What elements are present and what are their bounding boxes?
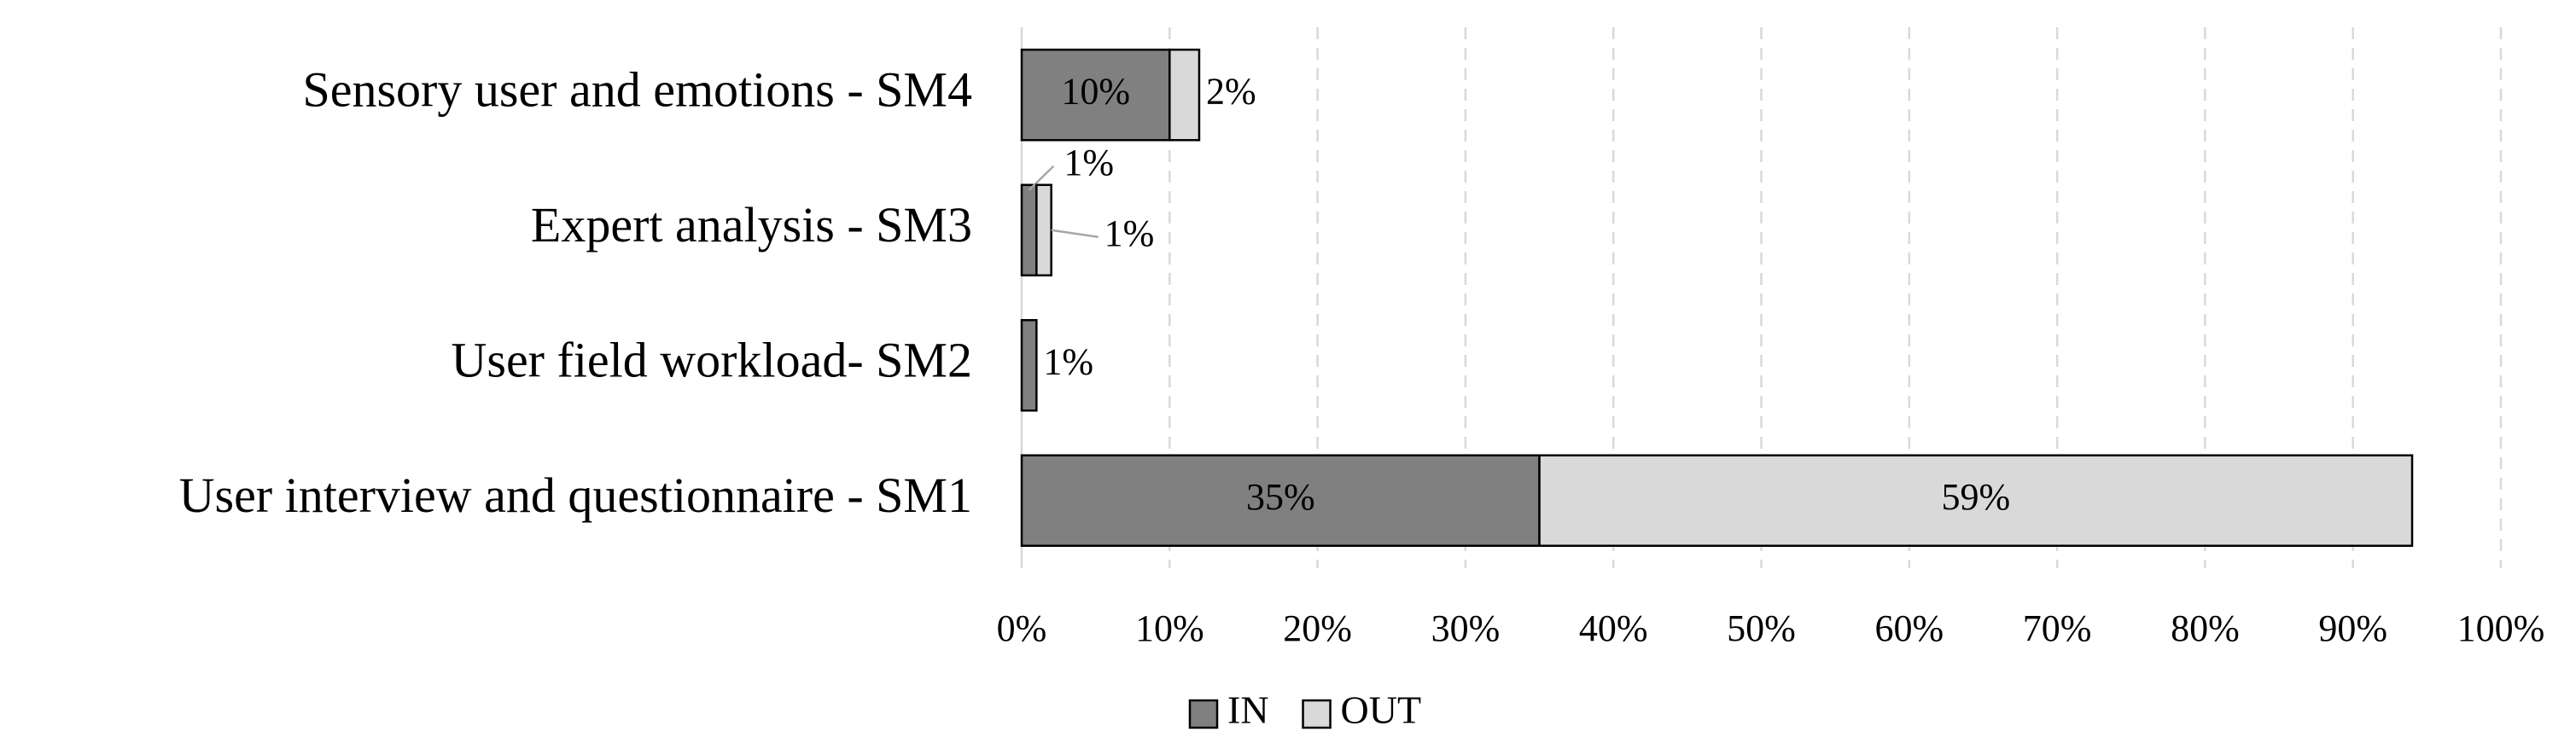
legend-label: OUT (1341, 688, 1422, 732)
bar-segment (1020, 319, 1038, 412)
data-label: 59% (1941, 476, 2010, 518)
bar-segment (1020, 49, 1171, 142)
x-tick-label: 70% (2023, 607, 2092, 649)
legend-label: IN (1227, 688, 1269, 732)
bar-segment (1020, 454, 1541, 547)
bar-segment (1020, 183, 1038, 276)
bar-segment (1538, 454, 2414, 547)
leader-line (1028, 165, 1055, 191)
x-tick-label: 50% (1727, 607, 1796, 649)
x-tick-label: 100% (2457, 607, 2545, 649)
legend-swatch (1188, 699, 1219, 729)
legend-swatch (1302, 699, 1332, 729)
x-tick-label: 10% (1135, 607, 1204, 649)
bar-segment (1169, 49, 1201, 142)
x-tick-label: 90% (2318, 607, 2387, 649)
data-label: 1% (1043, 340, 1093, 382)
data-label: 1% (1104, 212, 1155, 254)
y-tick-label: Expert analysis - SM3 (531, 197, 972, 253)
data-label: 1% (1064, 142, 1114, 183)
x-tick-label: 40% (1579, 607, 1648, 649)
y-tick-label: User field workload- SM2 (451, 333, 972, 388)
y-tick-label: Sensory user and emotions - SM4 (302, 62, 972, 118)
x-tick-label: 30% (1431, 607, 1501, 649)
data-label: 10% (1061, 70, 1130, 112)
x-tick-label: 60% (1874, 607, 1944, 649)
x-tick-label: 80% (2171, 607, 2240, 649)
y-tick-label: User interview and questionnaire - SM1 (179, 468, 972, 523)
data-label: 35% (1246, 476, 1315, 518)
x-tick-label: 20% (1283, 607, 1352, 649)
x-tick-label: 0% (997, 607, 1047, 649)
bar-segment (1035, 183, 1052, 276)
data-label: 2% (1206, 70, 1256, 112)
leader-line (1051, 229, 1099, 238)
